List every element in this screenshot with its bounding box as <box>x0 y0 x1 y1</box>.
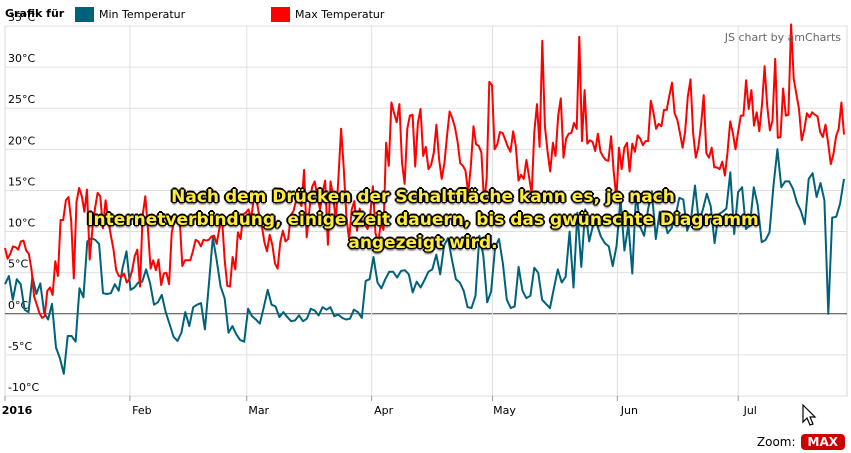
loading-notice-line-2: Internetverbindung, einige Zeit dauern, … <box>87 210 759 230</box>
zoom-label: Zoom: <box>756 435 796 449</box>
loading-notice: Nach dem Drücken der Schaltfläche kann e… <box>40 186 806 255</box>
mouse-cursor-icon <box>802 404 817 426</box>
y-tick-label: -5°C <box>8 340 32 353</box>
legend-swatch-min <box>75 6 94 22</box>
legend-label-max: Max Temperatur <box>295 7 385 21</box>
x-tick-label: Jun <box>620 404 638 417</box>
x-tick-label: Jul <box>743 404 757 417</box>
y-tick-label: 10°C <box>8 217 35 230</box>
legend-title: Grafik für <box>5 7 65 20</box>
x-tick-label: May <box>493 404 516 417</box>
zoom-max-button[interactable]: MAX <box>800 434 845 450</box>
chart-legend: Grafik für Min Temperatur Max Temperatur <box>0 0 851 28</box>
max-temperature-line <box>4 23 845 319</box>
y-tick-label: 35°C <box>8 11 35 24</box>
y-tick-label: 30°C <box>8 52 35 65</box>
legend-item-max[interactable]: Max Temperatur <box>271 6 384 22</box>
x-tick-label: 2016 <box>2 404 33 417</box>
legend-swatch-max <box>271 6 290 22</box>
loading-notice-line-1: Nach dem Drücken der Schaltfläche kann e… <box>171 187 675 207</box>
y-tick-label: -10°C <box>8 381 39 394</box>
amcharts-credit-link[interactable]: JS chart by amCharts <box>724 31 841 44</box>
y-tick-label: 25°C <box>8 93 35 106</box>
x-tick-label: Apr <box>374 404 394 417</box>
y-axis-labels: 35°C30°C25°C20°C15°C10°C5°C0°C-5°C-10°C <box>8 11 39 394</box>
y-tick-label: 15°C <box>8 175 35 188</box>
zoom-control: Zoom: MAX <box>757 433 845 451</box>
series-lines <box>4 23 845 375</box>
legend-item-min[interactable]: Min Temperatur <box>75 6 185 22</box>
legend-label-min: Min Temperatur <box>99 7 186 21</box>
x-tick-label: Mar <box>248 404 269 417</box>
loading-notice-line-3: angezeigt wird. <box>348 233 498 253</box>
x-tick-label: Feb <box>132 404 151 417</box>
min-temperature-line <box>4 148 845 375</box>
x-axis-labels: 2016 Feb Mar Apr May Jun Jul <box>2 404 757 417</box>
y-tick-label: 5°C <box>8 258 28 271</box>
y-tick-label: 20°C <box>8 134 35 147</box>
